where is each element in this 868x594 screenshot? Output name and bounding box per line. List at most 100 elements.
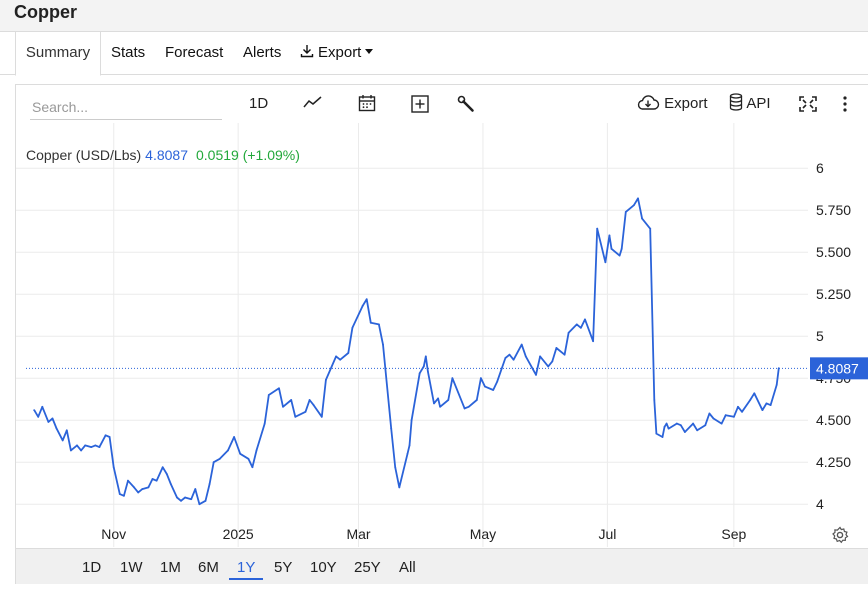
price-point [41, 405, 44, 408]
price-point [679, 424, 682, 427]
range-all[interactable]: All [399, 559, 416, 576]
price-point [484, 385, 486, 388]
title-bar: Copper [0, 0, 868, 32]
price-point [433, 402, 435, 405]
price-point [753, 392, 756, 395]
price-point [365, 298, 368, 301]
tab-alerts[interactable]: Alerts [243, 44, 282, 61]
price-point [390, 427, 393, 430]
api-button[interactable]: API [729, 93, 771, 117]
price-point [123, 494, 125, 497]
price-line-group [26, 197, 808, 506]
range-1m[interactable]: 1M [160, 559, 181, 576]
range-10y[interactable]: 10Y [310, 559, 337, 576]
price-point [251, 466, 254, 469]
price-point [551, 360, 554, 363]
price-point [208, 483, 211, 485]
price-point [320, 415, 323, 418]
price-point [608, 234, 611, 237]
x-tick-label: May [470, 526, 496, 542]
price-point [761, 409, 764, 412]
price-point [463, 407, 466, 410]
price-point [108, 436, 111, 438]
calendar-icon[interactable] [358, 94, 376, 118]
price-point [437, 397, 439, 400]
price-point [347, 352, 350, 354]
settings-gear-icon[interactable] [831, 526, 849, 549]
wrench-icon[interactable] [457, 95, 475, 119]
price-point [290, 399, 293, 401]
line-chart-icon[interactable] [303, 95, 323, 119]
price-point [724, 414, 727, 417]
price-point [579, 326, 582, 329]
api-label: API [746, 95, 771, 112]
range-1w[interactable]: 1W [120, 559, 143, 576]
price-point [610, 247, 613, 250]
range-6m[interactable]: 6M [198, 559, 219, 576]
price-point [675, 422, 678, 425]
price-point [194, 488, 197, 490]
price-point [769, 404, 772, 406]
last-price-badge-bg [810, 357, 868, 380]
price-point [524, 355, 527, 358]
price-point [55, 427, 58, 430]
price-point [684, 431, 686, 433]
price-point [592, 340, 595, 343]
price-point [480, 377, 482, 380]
price-point [351, 326, 354, 329]
more-vertical-icon[interactable] [842, 95, 848, 119]
y-tick-label: 5.500 [816, 244, 851, 260]
tab-export[interactable]: Export [300, 32, 374, 75]
price-point [37, 415, 40, 418]
tab-summary[interactable]: Summary [15, 32, 101, 76]
range-1d[interactable]: 1D [82, 559, 102, 576]
interval-button[interactable]: 1D [249, 95, 269, 112]
price-point [720, 422, 723, 425]
y-tick-label: 4 [816, 496, 824, 512]
price-point [424, 355, 427, 358]
price-point [118, 493, 121, 496]
search-input[interactable] [30, 94, 222, 120]
price-point [618, 254, 621, 257]
price-point [369, 321, 372, 324]
download-icon [300, 32, 314, 73]
price-point [620, 247, 623, 250]
plus-square-icon[interactable] [411, 95, 429, 119]
range-25y[interactable]: 25Y [354, 559, 381, 576]
price-point [61, 439, 64, 442]
tab-forecast[interactable]: Forecast [165, 44, 224, 61]
price-point [737, 405, 739, 408]
price-point [94, 444, 97, 447]
x-tick-label: Jul [598, 526, 616, 542]
y-tick-label: 6 [816, 160, 824, 176]
price-point [112, 466, 115, 469]
price-point [704, 424, 707, 427]
price-point [51, 417, 54, 420]
price-point [263, 422, 266, 425]
x-tick-label: 2025 [223, 526, 254, 542]
export-button[interactable]: Export [636, 93, 708, 117]
database-icon [729, 93, 743, 111]
price-point [408, 444, 411, 447]
price-point [633, 204, 635, 207]
fullscreen-icon[interactable] [798, 95, 818, 119]
price-point [76, 444, 78, 447]
legend-change: 0.0519 (+1.09%) [196, 147, 300, 163]
price-point [665, 422, 668, 425]
price-point [741, 410, 743, 413]
tab-stats[interactable]: Stats [111, 44, 146, 61]
price-point [161, 466, 164, 469]
price-point [641, 217, 643, 220]
range-1y[interactable]: 1Y [229, 558, 264, 580]
last-price-badge-text: 4.8087 [816, 360, 859, 376]
price-point [496, 380, 499, 383]
price-point [649, 227, 652, 230]
range-5y[interactable]: 5Y [274, 559, 293, 576]
price-point [33, 409, 36, 412]
price-point [637, 197, 639, 200]
price-point [765, 402, 768, 405]
price-point [661, 436, 664, 438]
price-point [137, 491, 140, 494]
